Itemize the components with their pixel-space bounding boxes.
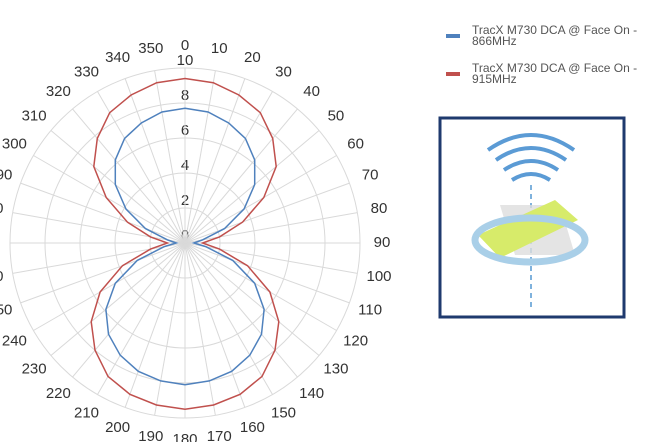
angle-label: 80 — [371, 200, 388, 217]
angle-label: 170 — [207, 428, 232, 442]
angle-label: 150 — [271, 405, 296, 422]
angle-label: 0 — [181, 37, 189, 54]
angle-label: 230 — [22, 361, 47, 378]
legend-label: TracX M730 DCA @ Face On -866MHz — [472, 23, 637, 48]
angle-label: 350 — [138, 40, 163, 57]
angle-label: 270 — [0, 234, 1, 251]
legend-label: TracX M730 DCA @ Face On -915MHz — [472, 61, 637, 86]
angle-label: 160 — [240, 419, 265, 436]
angle-label: 330 — [74, 63, 99, 80]
legend-swatch — [446, 34, 460, 38]
angle-label: 180 — [172, 431, 197, 442]
angle-label: 90 — [374, 234, 391, 251]
angle-label: 20 — [244, 49, 261, 66]
legend-swatch — [446, 72, 460, 76]
icon-box — [440, 118, 624, 317]
angle-label: 310 — [22, 107, 47, 124]
angle-label: 250 — [0, 301, 12, 318]
chart: 0246810010203040506070809010011012013014… — [0, 0, 672, 442]
angle-label: 50 — [328, 107, 345, 124]
angle-label: 200 — [105, 419, 130, 436]
r-tick-label: 10 — [177, 52, 194, 69]
angle-label: 60 — [347, 135, 364, 152]
angle-label: 110 — [358, 301, 382, 318]
angle-label: 130 — [323, 361, 348, 378]
angle-label: 260 — [0, 268, 4, 285]
angle-label: 280 — [0, 200, 4, 217]
angle-label: 40 — [303, 83, 320, 100]
angle-label: 120 — [343, 332, 368, 349]
angle-label: 100 — [366, 268, 391, 285]
angle-label: 220 — [46, 385, 71, 402]
angle-label: 10 — [211, 40, 228, 57]
angle-label: 300 — [2, 135, 27, 152]
angle-label: 140 — [299, 385, 324, 402]
angle-label: 30 — [275, 63, 292, 80]
angle-label: 240 — [2, 332, 27, 349]
angle-label: 320 — [46, 83, 71, 100]
angle-label: 70 — [362, 167, 379, 184]
angle-label: 340 — [105, 49, 130, 66]
angle-label: 210 — [74, 405, 99, 422]
angle-label: 190 — [138, 428, 163, 442]
angle-label: 290 — [0, 167, 12, 184]
